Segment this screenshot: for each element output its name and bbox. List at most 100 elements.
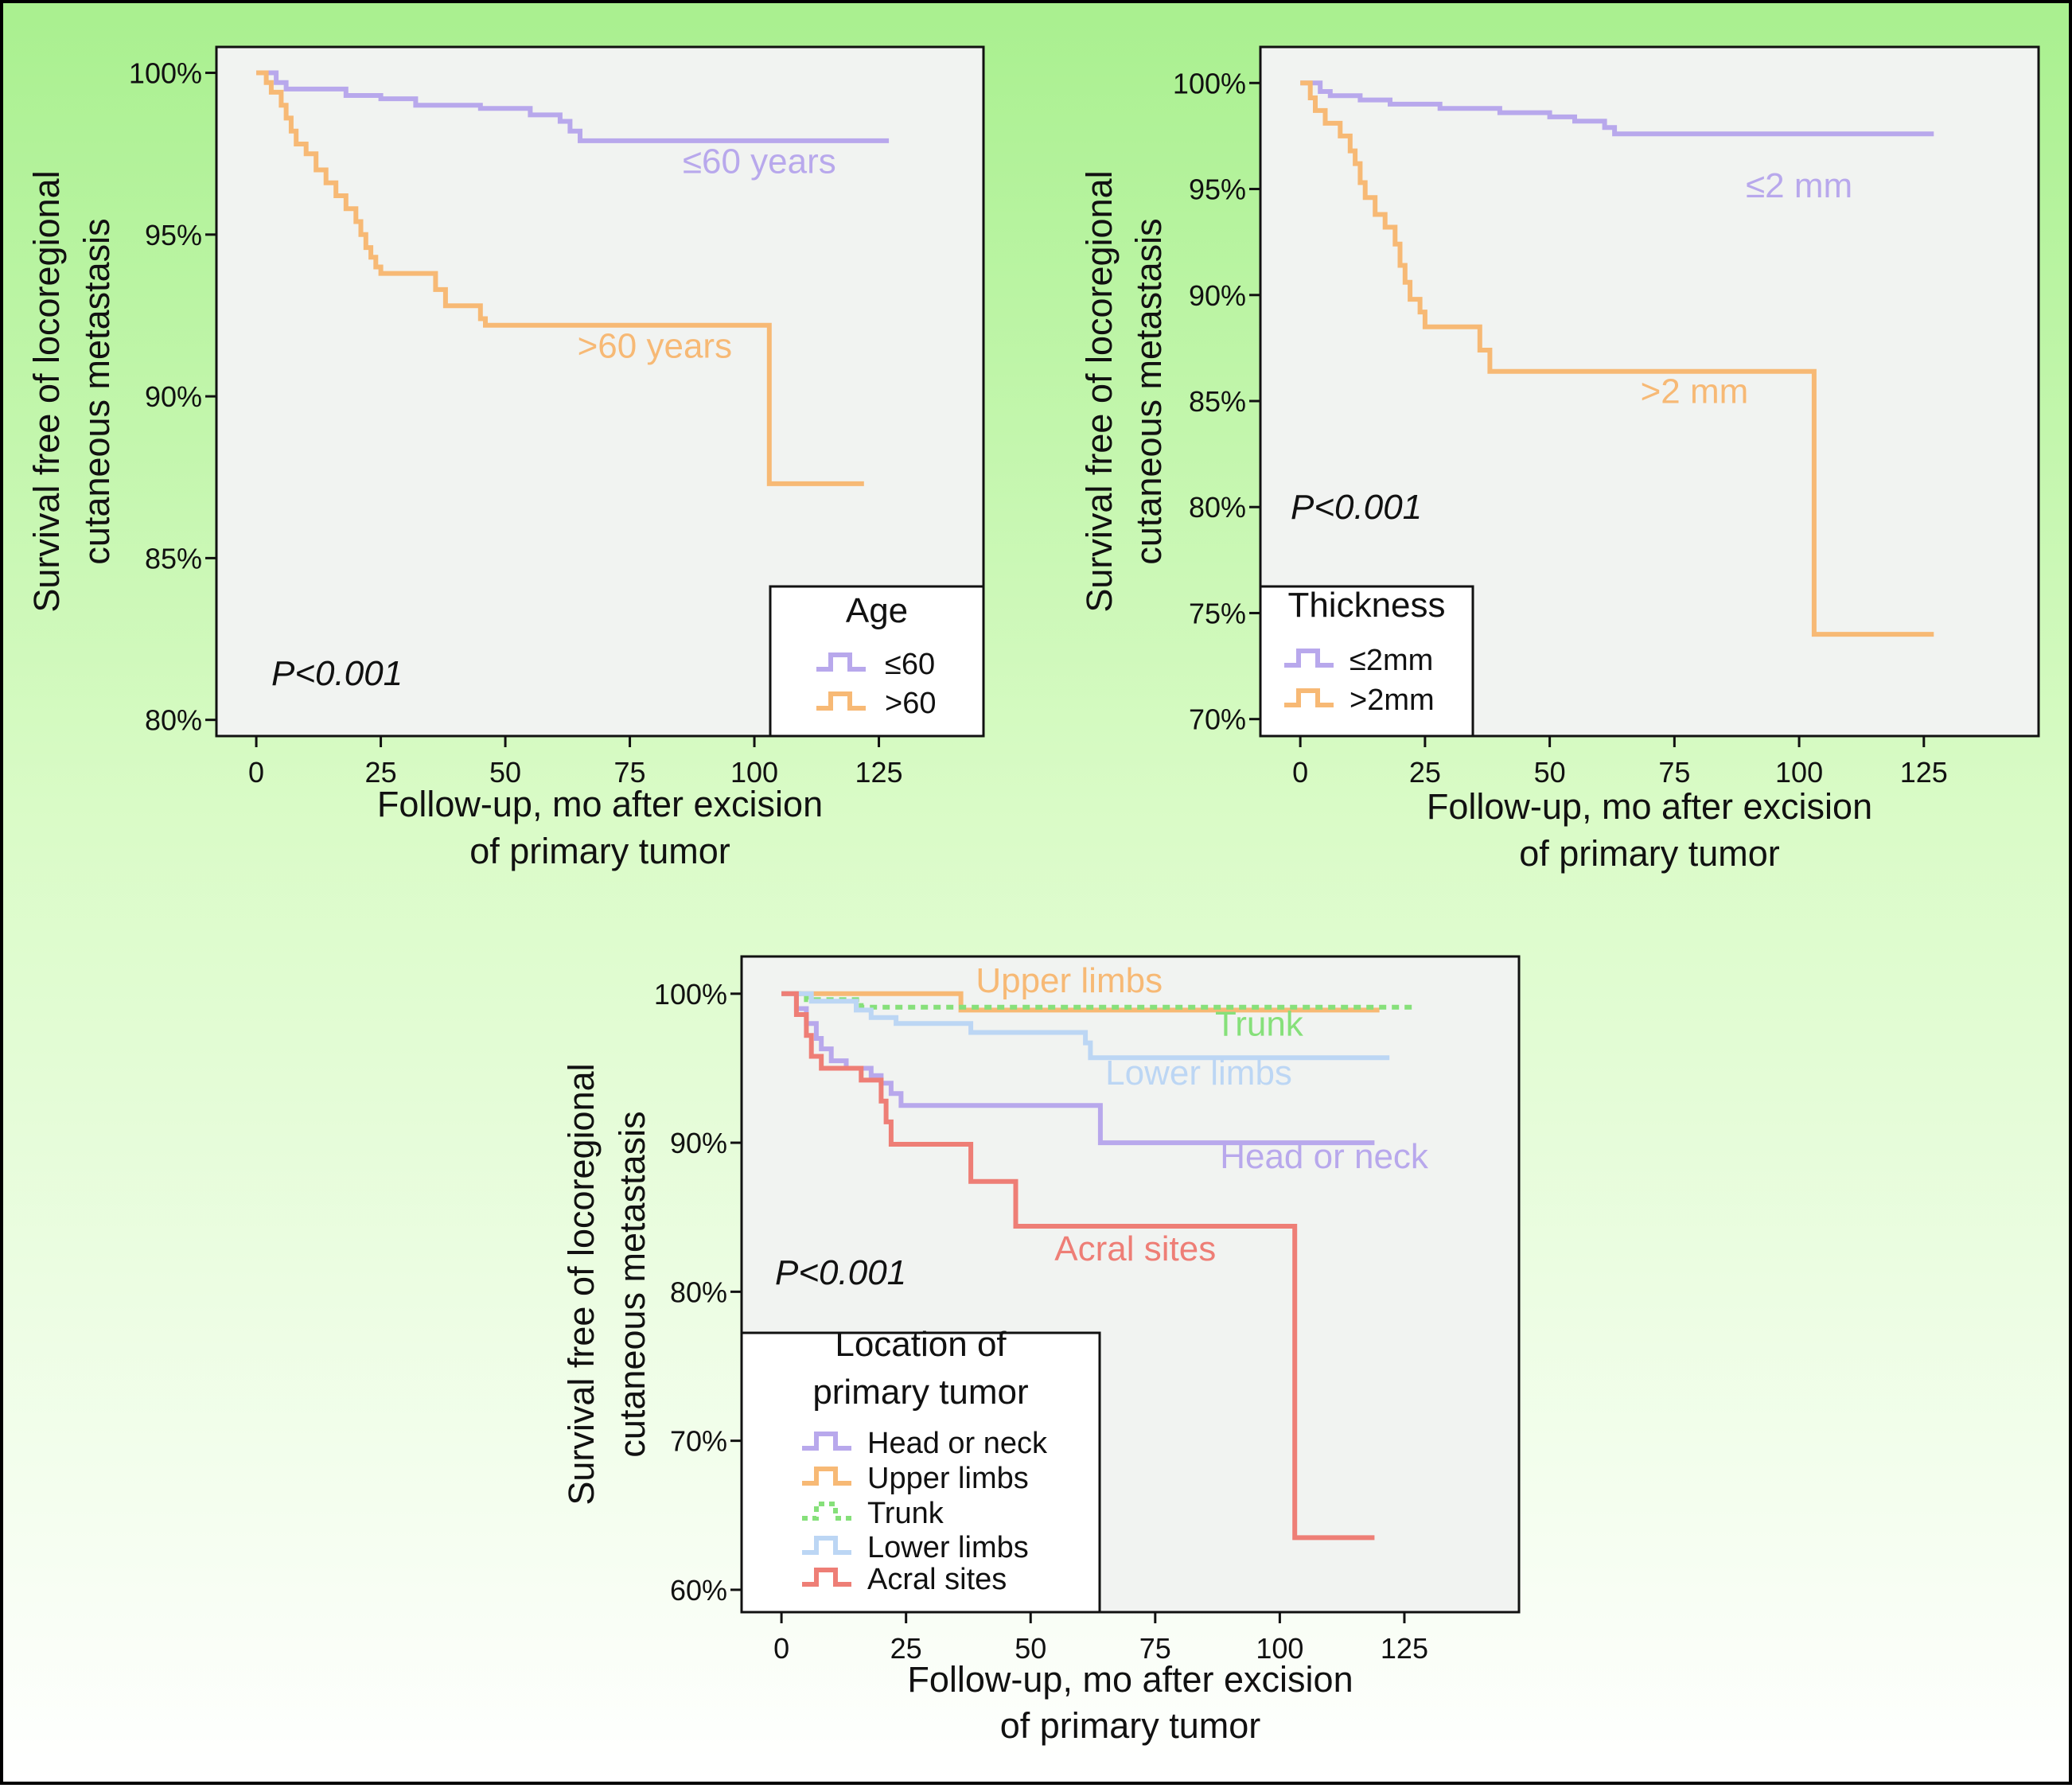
legend: Location of primary tumor Head or neckUppe…: [740, 1325, 1101, 1614]
y-axis-title: cutaneous metastasis: [1128, 218, 1169, 564]
legend-entry: Upper limbs: [867, 1462, 1029, 1495]
legend-entry: >2mm: [1350, 684, 1435, 717]
survival-curve-1: [1300, 80, 1934, 137]
y-tick-label: 90%: [1189, 279, 1246, 312]
curve-label: ≤2 mm: [1746, 166, 1852, 205]
x-tick-label: 100: [1775, 756, 1823, 789]
legend-swatch: [1284, 688, 1334, 707]
x-axis-title: of primary tumor: [1519, 833, 1780, 874]
y-axis-title: Survival free of locoregional: [26, 170, 67, 612]
legend: Age ≤60 >60: [769, 585, 985, 738]
km-panel-3: 60% 70% 80% 90% 100% 0 25 50 75 100 125 Survival fr…: [561, 955, 1521, 1746]
y-tick-label: 80%: [670, 1276, 727, 1308]
x-tick-label: 0: [248, 756, 264, 789]
survival-curve-4: [781, 991, 1390, 1061]
legend-entry: ≤2mm: [1350, 644, 1433, 677]
legend-swatch: [816, 691, 866, 711]
x-tick-label: 125: [1381, 1632, 1428, 1665]
legend-title: primary tumor: [812, 1373, 1028, 1412]
legend-box: [769, 585, 985, 738]
y-tick-label: 70%: [1189, 703, 1246, 736]
legend-entry: >60: [885, 687, 936, 720]
curve-label: >60 years: [578, 326, 732, 365]
legend-entry: Trunk: [867, 1497, 944, 1530]
legend-swatch: [802, 1502, 851, 1521]
curve-label: Upper limbs: [976, 961, 1163, 1000]
y-axis-title: cutaneous metastasis: [612, 1111, 652, 1457]
legend-swatch: [816, 652, 866, 672]
curve-label: Lower limbs: [1105, 1054, 1292, 1093]
legend-entry: Head or neck: [867, 1427, 1048, 1460]
x-tick-label: 0: [1292, 756, 1308, 789]
curve-label: Trunk: [1215, 1004, 1304, 1043]
legend-title: Age: [846, 591, 908, 630]
legend-swatch: [1284, 649, 1334, 668]
x-tick-label: 25: [365, 756, 397, 789]
y-axis-title: Survival free of locoregional: [561, 1063, 602, 1505]
survival-curve-1: [256, 70, 890, 143]
p-value-annotation: P<0.001: [1291, 488, 1422, 527]
km-panel-2: 70% 75% 80% 85% 90% 95% 100% 0 25 50 75 100 125 Survi…: [1079, 45, 2040, 874]
y-tick-label: 95%: [145, 219, 202, 251]
survival-curve-2: [1300, 80, 1934, 637]
legend-box: [740, 1331, 1101, 1614]
legend-swatch: [802, 1432, 851, 1451]
y-axis-title: Survival free of locoregional: [1079, 170, 1120, 612]
x-tick-label: 75: [614, 756, 646, 789]
y-tick-label: 85%: [145, 542, 202, 575]
legend-title: Thickness: [1287, 586, 1445, 625]
y-tick-label: 75%: [1189, 597, 1246, 629]
p-value-annotation: P<0.001: [271, 654, 403, 693]
x-tick-label: 25: [1409, 756, 1441, 789]
x-axis-title: Follow-up, mo after excision: [377, 784, 823, 824]
x-tick-label: 100: [730, 756, 778, 789]
curve-label: ≤60 years: [683, 142, 836, 181]
y-tick-label: 90%: [145, 380, 202, 413]
x-tick-label: 75: [1139, 1632, 1171, 1665]
x-tick-label: 50: [1015, 1632, 1046, 1665]
legend-entry: ≤60: [885, 648, 935, 681]
y-tick-label: 100%: [1173, 67, 1246, 99]
y-axis-title: cutaneous metastasis: [76, 218, 117, 564]
x-tick-label: 0: [773, 1632, 789, 1665]
survival-curve-2: [256, 70, 864, 486]
survival-curve-3: [781, 991, 1415, 1010]
y-tick-label: 85%: [1189, 385, 1246, 418]
legend-entry: Lower limbs: [867, 1531, 1029, 1564]
y-tick-label: 80%: [145, 704, 202, 737]
x-tick-label: 75: [1658, 756, 1690, 789]
x-tick-label: 100: [1256, 1632, 1303, 1665]
y-tick-label: 100%: [654, 978, 727, 1011]
y-tick-label: 95%: [1189, 173, 1246, 206]
x-tick-label: 125: [855, 756, 903, 789]
x-tick-label: 50: [489, 756, 521, 789]
x-tick-label: 50: [1534, 756, 1566, 789]
survival-curve-2: [781, 991, 1380, 1013]
kaplan-meier-figure: 80% 85% 90% 95% 100% 0 25 50 75 100 125 Survival fr…: [26, 45, 2040, 1746]
x-tick-label: 25: [890, 1632, 922, 1665]
x-tick-label: 125: [1900, 756, 1948, 789]
km-panel-1: 80% 85% 90% 95% 100% 0 25 50 75 100 125 Survival fr…: [26, 45, 985, 871]
y-tick-label: 90%: [670, 1127, 727, 1159]
legend-swatch: [802, 1467, 851, 1486]
curve-label: Head or neck: [1220, 1137, 1429, 1176]
curve-label: >2 mm: [1641, 372, 1749, 411]
x-axis-title: of primary tumor: [469, 831, 730, 871]
legend-entry: Acral sites: [867, 1563, 1007, 1596]
legend: Thickness ≤2mm >2mm: [1259, 585, 1474, 738]
x-axis-title: Follow-up, mo after excision: [1427, 786, 1872, 827]
legend-title: Location of: [835, 1325, 1007, 1364]
y-tick-label: 100%: [129, 57, 202, 90]
y-tick-label: 60%: [670, 1574, 727, 1607]
x-axis-title: Follow-up, mo after excision: [907, 1659, 1353, 1700]
legend-swatch: [802, 1568, 851, 1587]
x-axis-title: of primary tumor: [1000, 1705, 1261, 1746]
survival-curve-5: [781, 991, 1375, 1541]
y-tick-label: 80%: [1189, 491, 1246, 524]
p-value-annotation: P<0.001: [775, 1253, 906, 1292]
legend-box: [1259, 585, 1474, 738]
y-tick-label: 70%: [670, 1425, 727, 1458]
legend-swatch: [802, 1536, 851, 1555]
curve-label: Acral sites: [1054, 1229, 1216, 1268]
